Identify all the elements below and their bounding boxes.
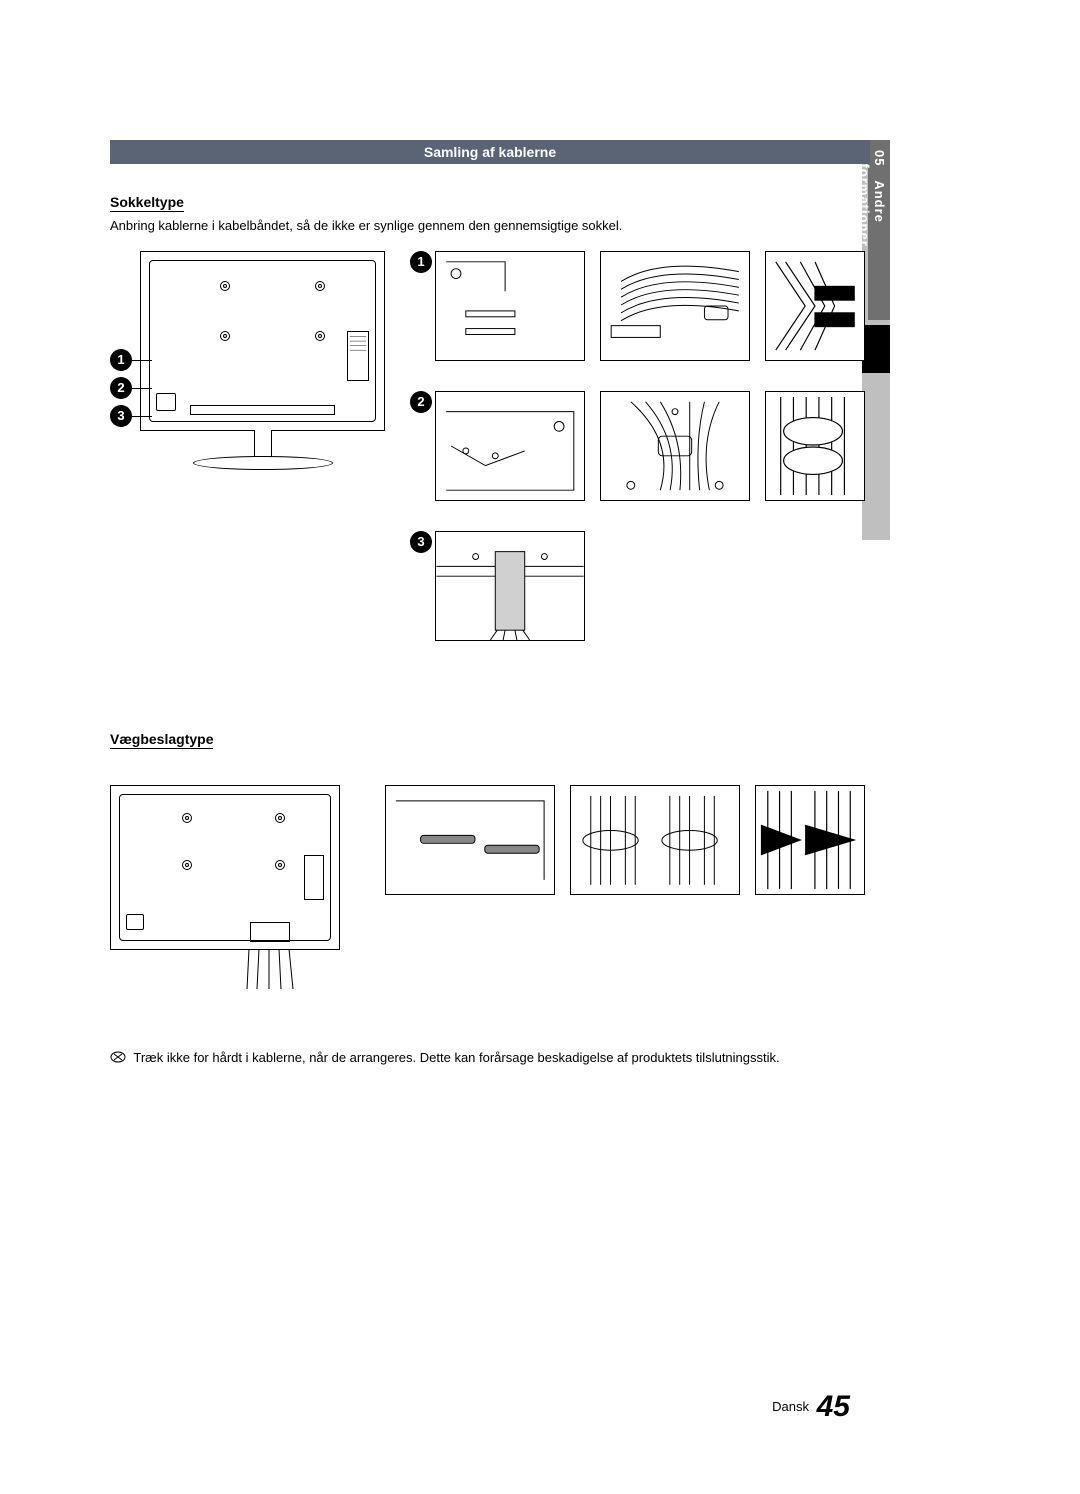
screw-hole-icon: [315, 281, 325, 291]
connector-block: [347, 331, 369, 381]
screw-hole-icon: [275, 813, 285, 823]
callout-line: [132, 360, 152, 361]
callout-badge: 2: [110, 377, 132, 399]
note-text: Træk ikke for hårdt i kablerne, når de a…: [133, 1050, 779, 1065]
subheading-wall: Vægbeslagtype: [110, 731, 213, 749]
figure-wall-detail-a: [385, 785, 555, 895]
screw-hole-icon: [275, 860, 285, 870]
page-footer: Dansk 45: [772, 1390, 850, 1424]
page-number: 45: [817, 1390, 850, 1423]
footer-language: Dansk: [772, 1399, 809, 1414]
figure-tv-back-stand: [140, 251, 385, 431]
note-icon: [110, 1050, 126, 1067]
figure-tv-back-wall: [110, 785, 340, 950]
hanging-cables-icon: [239, 949, 309, 989]
stand-neck: [254, 430, 272, 458]
stand-base: [193, 456, 333, 470]
callout-line: [132, 416, 152, 417]
screw-hole-icon: [315, 331, 325, 341]
screw-hole-icon: [220, 331, 230, 341]
tv-frame: [119, 794, 331, 941]
cable-exit: [250, 922, 290, 942]
callout-line: [132, 388, 152, 389]
body-text-stand: Anbring kablerne i kabelbåndet, så de ik…: [110, 218, 870, 233]
chapter-number: 05: [872, 150, 887, 166]
figure-wall-detail-b: [570, 785, 740, 895]
wall-diagrams: [110, 775, 870, 995]
port-icon: [156, 393, 176, 411]
callout-badge: 1: [410, 251, 432, 273]
callout-badge: 1: [110, 349, 132, 371]
note: Træk ikke for hårdt i kablerne, når de a…: [110, 1050, 870, 1067]
tv-frame: [149, 260, 376, 422]
stand-diagrams: 1 2 3 1: [110, 251, 870, 671]
figure-detail-2c: [765, 391, 865, 501]
screw-hole-icon: [182, 813, 192, 823]
subheading-stand: Sokkeltype: [110, 194, 184, 212]
callout-badge: 3: [110, 405, 132, 427]
chapter-tab: 05 Andre informationer: [868, 140, 890, 320]
callout-badge: 3: [410, 531, 432, 553]
callout-badge: 2: [410, 391, 432, 413]
section-banner: Samling af kablerne: [110, 140, 870, 164]
screw-hole-icon: [220, 281, 230, 291]
port-icon: [126, 914, 144, 930]
figure-detail-2a: [435, 391, 585, 501]
connector-block: [304, 855, 324, 900]
figure-detail-1b: [600, 251, 750, 361]
figure-detail-2b: [600, 391, 750, 501]
figure-wall-detail-c: [755, 785, 865, 895]
figure-detail-3: [435, 531, 585, 641]
bottom-strip: [190, 405, 335, 415]
figure-detail-1c: [765, 251, 865, 361]
page-content: Samling af kablerne Sokkeltype Anbring k…: [110, 140, 870, 1067]
screw-hole-icon: [182, 860, 192, 870]
figure-detail-1a: [435, 251, 585, 361]
